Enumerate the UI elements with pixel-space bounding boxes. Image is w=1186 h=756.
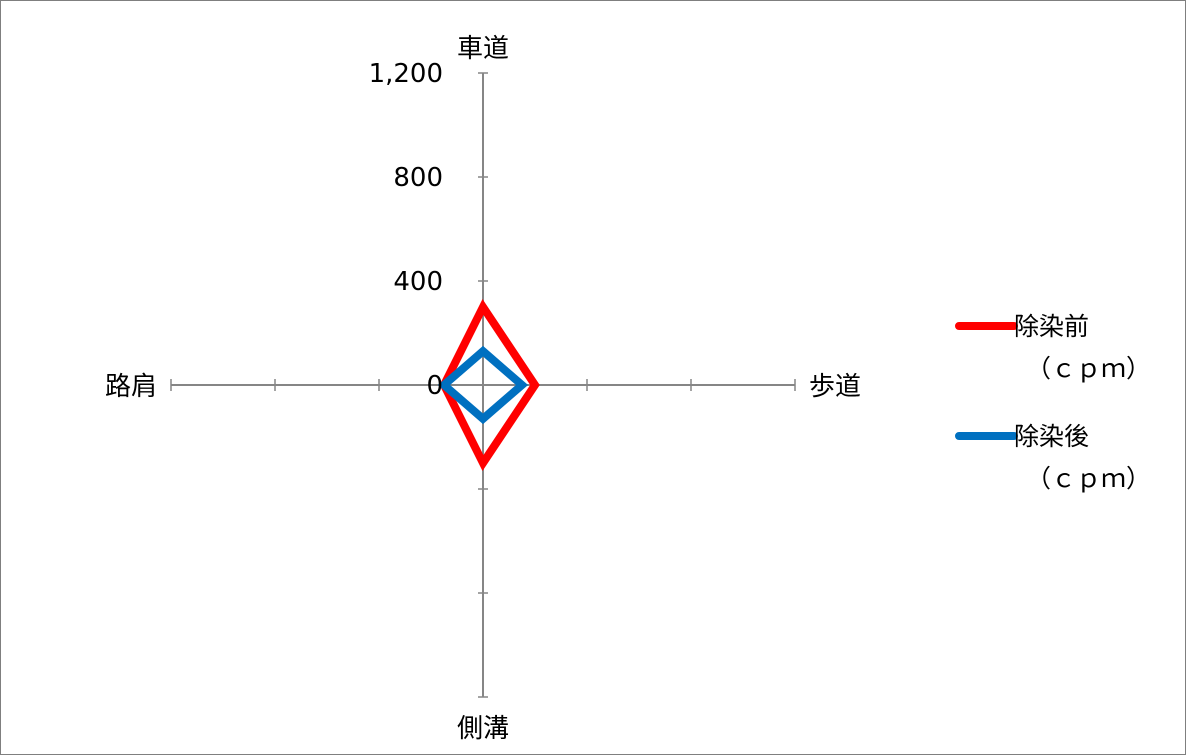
axis-label-1: 歩道 [809, 372, 861, 402]
series-0-line [439, 299, 540, 471]
legend-label-1: 除染後 [1014, 422, 1089, 451]
axes-layer [170, 72, 796, 698]
radial-tick-label: 400 [393, 267, 443, 297]
legend: 除染前 （ｃｐｍ） 除染後 （ｃｐｍ） [955, 312, 1151, 493]
legend-unit-0: （ｃｐｍ） [1026, 354, 1151, 383]
series-layer [437, 299, 540, 471]
legend-unit-1: （ｃｐｍ） [1026, 464, 1151, 493]
radial-tick-label: 0 [426, 371, 443, 401]
axis-label-3: 路肩 [105, 372, 157, 402]
radial-tick-label: 800 [393, 163, 443, 193]
radial-tick-label: 1,200 [369, 59, 443, 89]
axis-label-2: 側溝 [457, 714, 509, 744]
axis-label-0: 車道 [457, 34, 509, 64]
series-1-line [437, 345, 529, 425]
legend-label-0: 除染前 [1014, 312, 1089, 341]
